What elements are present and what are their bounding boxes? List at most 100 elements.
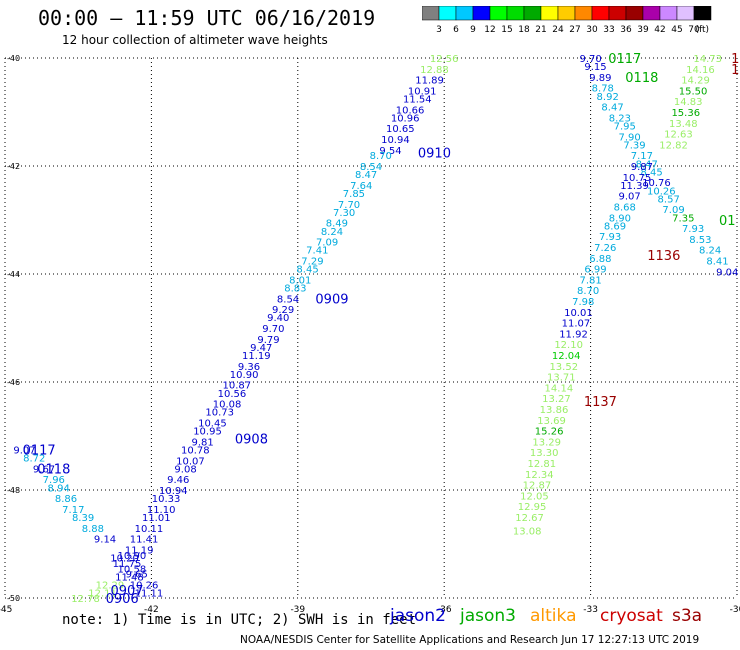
- wave-height-value: 8.41: [706, 257, 728, 268]
- wave-height-value: 12.87: [523, 481, 552, 492]
- wave-height-value: 8.70: [577, 286, 599, 297]
- wave-height-value: 10.96: [391, 113, 420, 124]
- wave-height-value: 8.68: [614, 203, 636, 214]
- wave-height-value: 11.11: [135, 589, 164, 600]
- wave-height-value: 8.24: [321, 227, 343, 238]
- wave-height-value: 8.90: [609, 213, 631, 224]
- wave-height-value: 8.69: [604, 221, 626, 232]
- wave-height-value: 12.82: [659, 140, 688, 151]
- wave-height-value: 10.20: [110, 554, 139, 565]
- wave-height-value: 7.90: [619, 132, 641, 143]
- wave-height-value: 9.14: [94, 535, 116, 546]
- wave-height-value: 9.70: [262, 324, 284, 335]
- pass-time-label: 0909: [315, 292, 348, 307]
- wave-height-value: 12.10: [554, 340, 583, 351]
- wave-height-value: 14.16: [686, 65, 715, 76]
- wave-height-value: 9.40: [267, 313, 289, 324]
- pass-time-label: 0117: [608, 52, 641, 67]
- satellite-legend-jason2: jason2: [390, 606, 446, 626]
- wave-height-value: 8.47: [636, 159, 658, 170]
- wave-height-value: 13.29: [532, 437, 561, 448]
- wave-height-value: 13.30: [530, 448, 559, 459]
- wave-height-value: 10.33: [152, 494, 181, 505]
- wave-height-value: 7.30: [333, 208, 355, 219]
- credit-line: NOAA/NESDIS Center for Satellite Applica…: [240, 634, 700, 646]
- color-scale-legend: 3 6 9 12 15 18 21 24 27 30 33 36 39 42 45 70(ft): [422, 6, 712, 35]
- wave-height-value: 10.75: [623, 173, 652, 184]
- colorbar-tick-label: 42: [654, 25, 665, 35]
- wave-height-value: 12.78: [71, 594, 100, 605]
- wave-height-value: 10.73: [205, 408, 234, 419]
- wave-height-value: 8.23: [609, 113, 631, 124]
- wave-height-value: 7.29: [301, 257, 323, 268]
- wave-height-value: 8.53: [689, 235, 711, 246]
- wave-height-value: 10.94: [381, 135, 410, 146]
- pass-time-label: 11: [731, 52, 740, 67]
- wave-height-value: 12.88: [420, 65, 449, 76]
- colorbar-tick-label: 18: [518, 25, 530, 35]
- footer-note: note: 1) Time is in UTC; 2) SWH is in fe…: [62, 612, 417, 628]
- pass-time-label: 1137: [584, 395, 617, 410]
- colorbar-tick-label: 6: [453, 25, 459, 35]
- wave-height-value: 12.11: [88, 589, 117, 600]
- pass-time-label: 0908: [235, 433, 268, 448]
- wave-height-value: 10.94: [159, 486, 188, 497]
- wave-height-value: 13.08: [513, 527, 542, 538]
- wave-height-value: 9.67: [33, 464, 55, 475]
- y-tick-label: -40: [7, 54, 20, 63]
- wave-height-value: 7.09: [662, 205, 684, 216]
- wave-height-value: 9.36: [238, 362, 260, 373]
- wave-height-value: 12.05: [520, 491, 549, 502]
- wave-height-value: 9.87: [631, 162, 653, 173]
- y-tick-label: -42: [7, 162, 20, 171]
- wave-height-value: 8.45: [640, 167, 662, 178]
- x-tick-label: -30: [730, 605, 740, 615]
- y-tick-label: -46: [7, 378, 20, 387]
- wave-height-value: 7.96: [43, 475, 65, 486]
- wave-height-value: 9.29: [272, 305, 294, 316]
- wave-height-value: 10.65: [386, 124, 415, 135]
- colorbar-tick-label: 70: [688, 25, 700, 35]
- wave-height-value: 10.11: [135, 524, 164, 535]
- wave-height-value: 12.34: [525, 470, 554, 481]
- wave-height-value: 11.10: [147, 505, 176, 516]
- wave-height-value: 9.07: [619, 192, 641, 203]
- wave-height-value: 8.88: [82, 524, 104, 535]
- wave-height-value: 11.54: [403, 95, 432, 106]
- wave-height-value: 9.54: [379, 146, 401, 157]
- wave-height-value: 11.92: [559, 329, 588, 340]
- wave-height-value: 8.01: [289, 275, 311, 286]
- wave-height-value: 8.57: [658, 194, 680, 205]
- wave-height-value: 14.29: [681, 76, 710, 87]
- wave-height-value: 10.08: [213, 400, 242, 411]
- wave-height-value: 13.69: [537, 416, 566, 427]
- colorbar-tick-label: 24: [552, 25, 564, 35]
- wave-height-value: 10.58: [118, 564, 147, 575]
- wave-height-value: 13.48: [669, 119, 698, 130]
- wave-height-value: 14.83: [674, 97, 703, 108]
- colorbar-tick-label: 30: [586, 25, 598, 35]
- wave-height-value: 7.70: [338, 200, 360, 211]
- wave-height-value: 10.87: [222, 381, 251, 392]
- wave-height-value: 10.66: [396, 105, 425, 116]
- pass-time-label: 0907: [110, 584, 143, 599]
- wave-height-value: 11.19: [125, 545, 154, 556]
- wave-height-value: 10.26: [130, 581, 159, 592]
- wave-height-value: 8.72: [23, 454, 45, 465]
- wave-height-value: 8.94: [48, 483, 70, 494]
- y-tick-label: -44: [7, 270, 20, 279]
- wave-height-value: 10.90: [230, 370, 259, 381]
- wave-height-value: 14.14: [545, 383, 574, 394]
- satellite-legend-cryosat: cryosat: [600, 606, 663, 626]
- pass-time-label: 0118: [37, 462, 70, 477]
- wave-height-value: 8.45: [296, 265, 318, 276]
- pass-time-label: 0906: [106, 592, 139, 607]
- wave-height-value: 11.89: [415, 76, 444, 87]
- x-tick-label: -45: [0, 605, 12, 615]
- wave-height-value: 7.81: [579, 275, 601, 286]
- wave-height-value: 7.98: [572, 297, 594, 308]
- wave-height-value: 11.41: [130, 535, 159, 546]
- x-tick-label: -33: [583, 605, 598, 615]
- wave-height-value: 7.17: [62, 505, 84, 516]
- wave-height-value: 7.85: [343, 189, 365, 200]
